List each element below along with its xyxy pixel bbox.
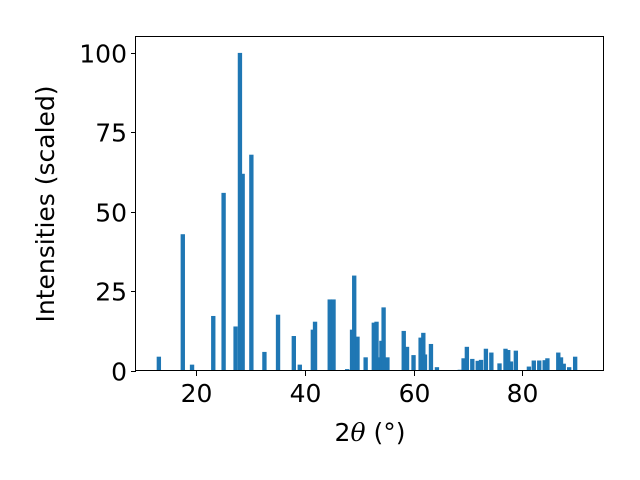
bar — [483, 348, 489, 371]
bar — [489, 352, 494, 371]
y-tick-label: 50 — [95, 199, 127, 228]
bar — [275, 314, 281, 371]
bar — [404, 346, 410, 371]
bar — [211, 315, 216, 371]
bar — [567, 367, 572, 371]
bar — [558, 357, 564, 371]
bar — [310, 329, 316, 371]
y-axis-label: Intensities (scaled) — [31, 85, 60, 322]
bar — [506, 350, 511, 371]
x-tick-label: 20 — [181, 379, 213, 408]
bar — [526, 366, 532, 371]
bar — [464, 346, 470, 371]
bar — [233, 326, 238, 371]
bar — [331, 299, 336, 371]
bar — [381, 307, 386, 371]
bar — [401, 330, 406, 371]
bar — [421, 332, 426, 371]
bar — [572, 356, 578, 371]
y-axis: 0 25 50 75 100 — [79, 40, 136, 387]
x-tick-label: 80 — [507, 379, 539, 408]
bar — [156, 356, 162, 371]
bar — [355, 336, 360, 371]
x-axis: 20 40 60 80 — [181, 371, 539, 408]
bar — [508, 361, 514, 371]
bar — [327, 299, 332, 371]
bar — [561, 363, 566, 371]
x-axis-label-symbol: θ — [350, 418, 365, 447]
bar — [497, 363, 502, 371]
bar — [371, 322, 376, 371]
bar — [470, 358, 475, 371]
bar — [422, 354, 428, 371]
bar — [537, 360, 542, 371]
bar — [249, 154, 254, 371]
bar — [545, 358, 550, 371]
x-axis-label-suffix: (°) — [366, 418, 406, 447]
bar — [542, 360, 547, 371]
bar — [374, 321, 379, 371]
x-tick-label: 60 — [399, 379, 431, 408]
bar — [363, 357, 368, 371]
bar — [411, 355, 416, 371]
plot-frame — [135, 36, 604, 371]
bar — [478, 359, 484, 371]
bar — [189, 364, 195, 371]
bar — [434, 367, 440, 371]
bar — [513, 350, 519, 371]
bar — [385, 357, 390, 371]
x-tick-label: 40 — [290, 379, 322, 408]
x-axis-label-prefix: 2 — [335, 418, 351, 447]
bar — [262, 351, 267, 371]
bar — [556, 352, 561, 371]
bar — [240, 173, 245, 371]
y-tick-label: 75 — [95, 119, 127, 148]
y-tick-label: 100 — [79, 40, 127, 69]
bar — [461, 358, 466, 371]
bar — [428, 343, 434, 371]
bar — [297, 364, 302, 371]
bar — [312, 321, 318, 371]
bar — [418, 337, 423, 371]
bar — [291, 336, 296, 371]
bar — [379, 340, 384, 371]
bar — [503, 348, 508, 371]
x-axis-label: 2θ (°) — [335, 418, 406, 447]
bar — [352, 275, 357, 371]
y-tick-label: 25 — [95, 278, 127, 307]
y-tick-label: 0 — [111, 358, 127, 387]
bars — [156, 52, 578, 372]
bar — [237, 52, 243, 372]
bar — [531, 360, 536, 371]
bar — [475, 360, 480, 371]
bar — [221, 192, 226, 371]
bar — [180, 234, 185, 371]
